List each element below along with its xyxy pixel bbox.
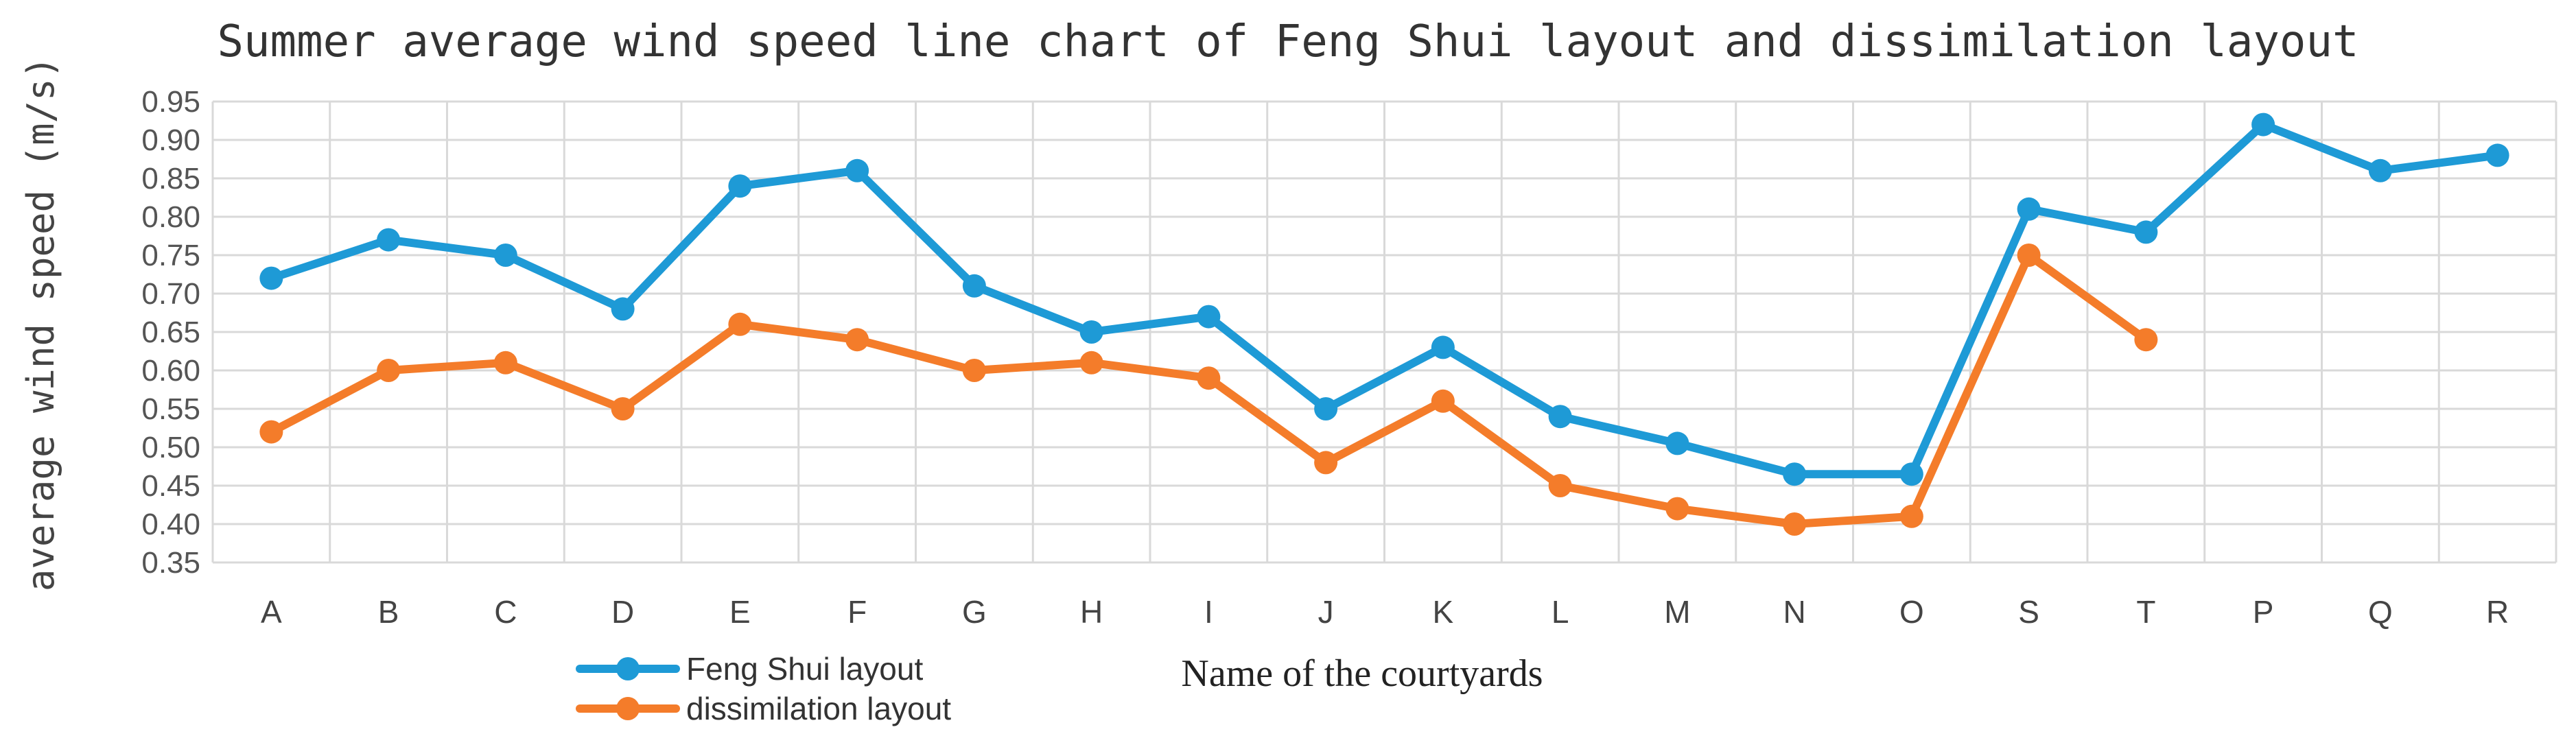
data-point — [1314, 451, 1338, 475]
series-line — [267, 120, 2502, 479]
data-point — [1899, 462, 1923, 486]
x-tick-label: T — [2136, 594, 2155, 630]
series-layer — [259, 112, 2509, 536]
data-point — [1783, 512, 1807, 536]
x-tick-label: B — [378, 594, 399, 630]
legend-label: Feng Shui layout — [686, 651, 923, 687]
x-tick-label: E — [729, 594, 751, 630]
data-point — [1314, 397, 1338, 420]
data-point — [728, 312, 752, 336]
grid — [211, 100, 2557, 564]
legend-label: dissimilation layout — [686, 691, 951, 726]
x-tick-label: F — [847, 594, 867, 630]
data-point — [962, 274, 986, 298]
data-point — [2251, 112, 2275, 137]
data-point — [2485, 143, 2509, 167]
y-tick-label: 0.60 — [141, 354, 200, 388]
data-point — [1783, 462, 1807, 486]
legend-marker — [616, 657, 640, 680]
y-tick-label: 0.65 — [141, 316, 200, 349]
legend-item: dissimilation layout — [576, 691, 951, 726]
legend-item: Feng Shui layout — [576, 651, 923, 687]
x-tick-label: I — [1204, 594, 1213, 630]
data-point — [2017, 197, 2041, 221]
x-tick-label: C — [494, 594, 517, 630]
x-tick-label: M — [1664, 594, 1690, 630]
data-point — [493, 244, 517, 267]
data-point — [962, 359, 986, 382]
data-point — [2134, 328, 2158, 352]
series-2 — [259, 244, 2158, 536]
data-point — [1197, 366, 1221, 390]
x-tick-label: A — [261, 594, 282, 630]
x-tick-label: Q — [2368, 594, 2393, 630]
data-point — [2134, 220, 2158, 244]
y-tick-label: 0.90 — [141, 123, 200, 157]
y-tick-label: 0.50 — [141, 431, 200, 464]
data-point — [259, 420, 283, 444]
x-tick-label: P — [2253, 594, 2274, 630]
data-point — [2017, 244, 2041, 267]
x-tick-label: N — [1783, 594, 1806, 630]
y-axis-label: average wind speed (m/s) — [19, 56, 62, 591]
data-point — [377, 359, 401, 382]
x-tick-label: L — [1552, 594, 1569, 630]
data-point — [1197, 305, 1221, 329]
x-tick-label: S — [2018, 594, 2039, 630]
data-point — [1899, 504, 1923, 528]
data-point — [1431, 335, 1455, 359]
data-point — [611, 297, 635, 321]
y-tick-label: 0.35 — [141, 546, 200, 580]
x-axis-label: Name of the courtyards — [1181, 652, 1543, 695]
series-1 — [259, 112, 2509, 486]
y-tick-label: 0.95 — [141, 85, 200, 119]
y-tick-label: 0.70 — [141, 277, 200, 311]
data-point — [1079, 351, 1103, 375]
data-point — [845, 158, 869, 182]
x-tick-label: D — [611, 594, 634, 630]
data-point — [728, 174, 752, 198]
y-tick-labels: 0.35 0.40 0.45 0.50 0.55 0.60 0.65 0.70 0.75 0.80… — [141, 85, 200, 580]
y-tick-label: 0.75 — [141, 239, 200, 272]
y-tick-label: 0.55 — [141, 392, 200, 426]
data-point — [1665, 497, 1689, 521]
data-point — [377, 228, 401, 252]
x-tick-label: K — [1433, 594, 1454, 630]
data-point — [1548, 405, 1572, 429]
data-point — [1079, 320, 1103, 344]
legend: Feng Shui layout dissimilation layout — [576, 651, 951, 726]
x-tick-label: H — [1080, 594, 1103, 630]
data-point — [493, 351, 517, 375]
data-point — [1431, 389, 1455, 413]
data-point — [611, 397, 635, 420]
data-point — [845, 328, 869, 352]
y-tick-label: 0.80 — [141, 200, 200, 234]
data-point — [1548, 474, 1572, 497]
data-point — [2368, 158, 2392, 182]
y-tick-label: 0.45 — [141, 469, 200, 503]
data-point — [1665, 431, 1689, 455]
legend-marker — [616, 697, 640, 720]
chart-title: Summer average wind speed line chart of … — [217, 16, 2358, 67]
x-tick-label: G — [962, 594, 987, 630]
y-tick-label: 0.40 — [141, 508, 200, 541]
x-tick-label: R — [2486, 594, 2509, 630]
x-tick-label: O — [1899, 594, 1924, 630]
y-tick-label: 0.85 — [141, 162, 200, 195]
x-tick-label: J — [1318, 594, 1334, 630]
data-point — [259, 266, 283, 290]
